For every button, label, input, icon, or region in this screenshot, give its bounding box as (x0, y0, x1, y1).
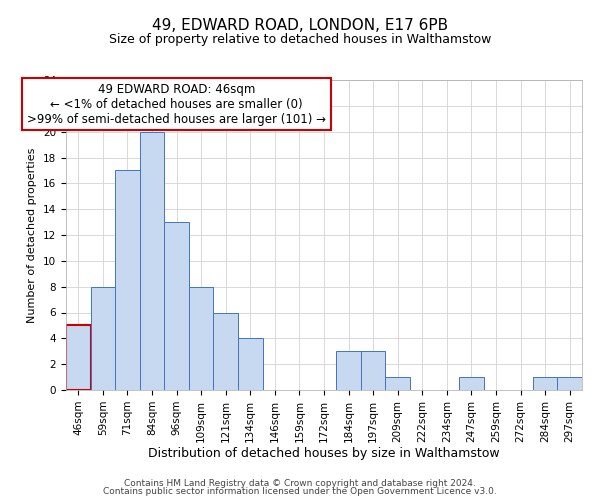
Bar (557, 377, 582, 390)
Bar (91, 286, 115, 390)
Bar (164, 222, 189, 390)
Bar (66, 326, 91, 390)
Bar (533, 377, 557, 390)
Text: Contains HM Land Registry data © Crown copyright and database right 2024.: Contains HM Land Registry data © Crown c… (124, 478, 476, 488)
Text: 49, EDWARD ROAD, LONDON, E17 6PB: 49, EDWARD ROAD, LONDON, E17 6PB (152, 18, 448, 32)
Bar (361, 351, 385, 390)
Text: Contains public sector information licensed under the Open Government Licence v3: Contains public sector information licen… (103, 487, 497, 496)
Bar (115, 170, 140, 390)
Bar (459, 377, 484, 390)
Y-axis label: Number of detached properties: Number of detached properties (28, 148, 37, 322)
Bar (140, 132, 164, 390)
Bar (214, 312, 238, 390)
Bar (336, 351, 361, 390)
Bar (238, 338, 263, 390)
Bar (189, 286, 214, 390)
Text: Size of property relative to detached houses in Walthamstow: Size of property relative to detached ho… (109, 32, 491, 46)
X-axis label: Distribution of detached houses by size in Walthamstow: Distribution of detached houses by size … (148, 448, 500, 460)
Text: 49 EDWARD ROAD: 46sqm
← <1% of detached houses are smaller (0)
>99% of semi-deta: 49 EDWARD ROAD: 46sqm ← <1% of detached … (27, 82, 326, 126)
Bar (385, 377, 410, 390)
